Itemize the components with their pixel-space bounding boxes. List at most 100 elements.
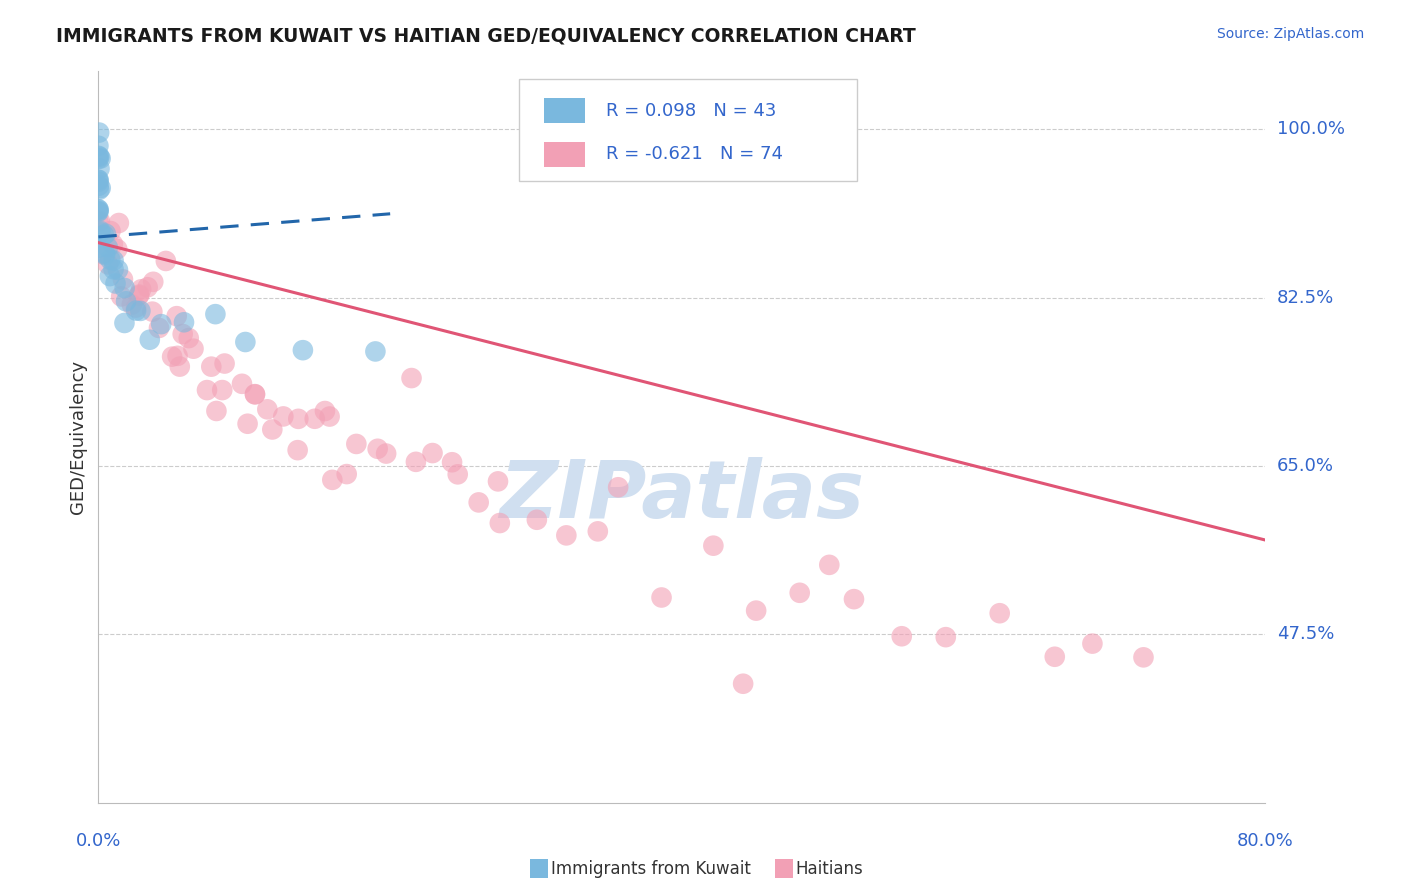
Point [89,241,111,255]
Point [195,383,218,397]
Point [89,161,111,176]
Point [287,443,309,458]
Point [235,334,257,349]
Point [103,262,125,277]
Point [314,404,336,418]
Point [318,409,340,424]
Point [842,592,865,607]
Point [87,152,110,166]
Point [243,387,266,401]
Point [733,677,755,691]
Point [364,344,387,359]
Point [169,359,191,374]
Point [104,277,127,291]
Point [177,331,200,345]
Point [139,333,162,347]
Point [236,417,259,431]
Point [89,183,111,197]
Point [488,516,510,530]
Text: 47.5%: 47.5% [1277,625,1334,643]
FancyBboxPatch shape [519,78,858,181]
Bar [530,860,548,878]
Point [107,263,129,277]
Point [98,252,121,267]
Point [90,152,112,166]
Point [160,350,183,364]
Text: 100.0%: 100.0% [1277,120,1346,138]
Text: Haitians: Haitians [796,860,863,878]
Point [890,629,912,643]
Text: Immigrants from Kuwait: Immigrants from Kuwait [551,860,751,878]
Point [87,204,110,219]
Point [110,289,132,303]
Point [94,248,117,262]
Point [467,495,489,509]
Point [125,301,148,315]
Point [231,376,253,391]
Point [87,173,110,187]
Point [273,409,295,424]
Point [94,246,117,260]
Point [586,524,609,539]
Point [87,149,110,163]
Point [87,138,110,153]
Point [114,281,136,295]
Point [97,240,120,254]
Point [148,321,170,335]
Point [367,442,389,456]
Point [114,316,136,330]
Point [142,275,165,289]
Point [129,304,152,318]
Point [155,254,177,268]
Point [166,309,188,323]
Point [115,294,138,309]
Point [98,269,121,284]
Point [105,242,128,256]
Point [89,150,111,164]
Point [256,402,278,417]
Point [555,528,578,542]
Point [401,371,423,385]
Point [935,630,957,644]
Point [344,437,367,451]
Text: R = -0.621   N = 74: R = -0.621 N = 74 [606,145,783,163]
Point [375,446,398,460]
Point [200,359,222,374]
Point [291,343,314,358]
Point [93,228,115,243]
Point [262,422,284,436]
Point [89,225,111,239]
Point [141,304,163,318]
Point [173,315,195,329]
Point [607,480,630,494]
Point [172,326,194,341]
Bar [775,860,793,878]
Y-axis label: GED/Equivalency: GED/Equivalency [69,360,87,514]
Text: 65.0%: 65.0% [1277,457,1334,475]
Bar [544,98,585,123]
Point [87,175,110,189]
Point [651,591,673,605]
Point [304,411,326,425]
Point [89,126,111,140]
Point [243,387,266,401]
Point [166,349,188,363]
Point [136,280,159,294]
Text: 80.0%: 80.0% [1237,832,1294,850]
Text: IMMIGRANTS FROM KUWAIT VS HAITIAN GED/EQUIVALENCY CORRELATION CHART: IMMIGRANTS FROM KUWAIT VS HAITIAN GED/EQ… [56,27,915,45]
Point [422,446,444,460]
Point [336,467,359,481]
Point [204,307,226,321]
Point [150,317,173,331]
Point [1132,650,1154,665]
Point [702,539,724,553]
Point [988,606,1011,620]
Point [745,604,768,618]
Point [1081,637,1104,651]
Text: 0.0%: 0.0% [76,832,121,850]
Point [818,558,841,572]
Point [101,237,124,252]
Point [103,253,125,268]
Text: R = 0.098   N = 43: R = 0.098 N = 43 [606,102,776,120]
Bar [544,142,585,168]
